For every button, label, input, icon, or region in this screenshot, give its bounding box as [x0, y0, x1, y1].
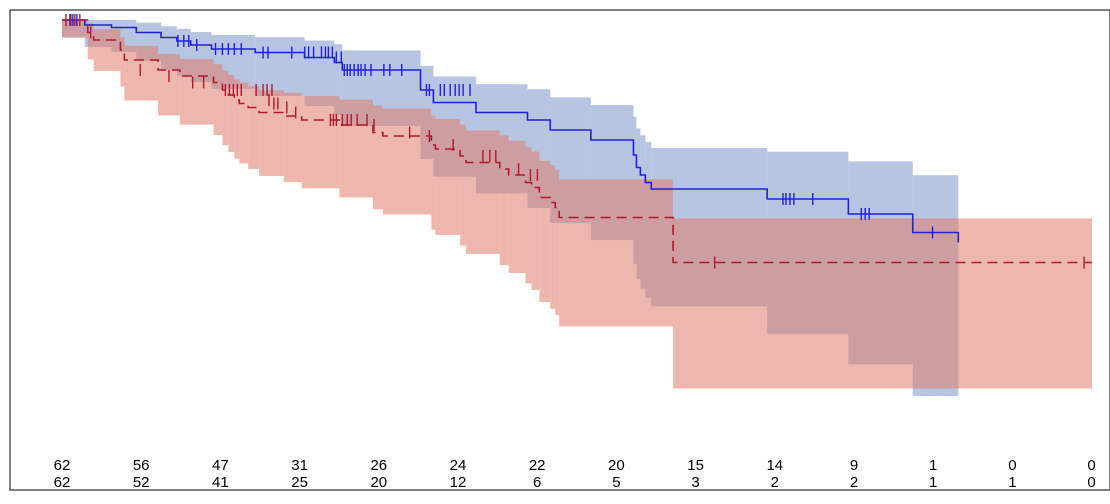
- risk-count: 47: [212, 457, 229, 474]
- risk-count: 9: [850, 457, 858, 474]
- risk-count: 2: [850, 474, 858, 491]
- risk-count: 25: [291, 474, 308, 491]
- risk-count: 22: [529, 457, 546, 474]
- risk-count: 5: [612, 474, 620, 491]
- risk-count: 3: [691, 474, 699, 491]
- confidence-band-segment: [539, 160, 551, 303]
- survival-curve-line: [62, 19, 960, 243]
- confidence-band-segment: [550, 165, 556, 309]
- risk-count: 1: [1008, 474, 1016, 491]
- confidence-band-segment: [248, 85, 260, 170]
- confidence-band-segment: [559, 179, 674, 327]
- risk-count: 31: [291, 457, 308, 474]
- confidence-band-segment: [283, 92, 302, 183]
- confidence-band-segment: [508, 140, 526, 274]
- risk-count: 2: [771, 474, 779, 491]
- risk-count: 56: [133, 457, 150, 474]
- confidence-band-segment: [304, 40, 335, 106]
- confidence-band-segment: [431, 115, 436, 230]
- risk-count: 24: [450, 457, 467, 474]
- confidence-band-segment: [466, 130, 500, 254]
- risk-count: 20: [370, 474, 387, 491]
- risk-count: 62: [54, 457, 71, 474]
- risk-count: 62: [54, 474, 71, 491]
- confidence-band-segment: [259, 90, 284, 176]
- censor-marks: [65, 14, 1085, 269]
- confidence-band-segment: [301, 96, 340, 189]
- confidence-band-segment: [222, 70, 229, 146]
- risk-count: 1: [929, 457, 937, 474]
- confidence-band-segment: [435, 118, 461, 235]
- confidence-band-segment: [555, 169, 560, 316]
- confidence-band-segment: [228, 75, 235, 153]
- risk-count: 20: [608, 457, 625, 474]
- confidence-band-segment: [372, 105, 383, 210]
- confidence-band-segment: [499, 135, 509, 266]
- risk-count: 14: [766, 457, 783, 474]
- confidence-band-segment: [87, 23, 94, 60]
- risk-count: 0: [1087, 474, 1095, 491]
- risk-count: 41: [212, 474, 229, 491]
- risk-count: 12: [450, 474, 467, 491]
- risk-count: 0: [1087, 457, 1095, 474]
- confidence-band-segment: [525, 147, 532, 284]
- risk-count: 52: [133, 474, 150, 491]
- confidence-band-segment: [460, 124, 467, 246]
- confidence-band-segment: [213, 64, 223, 136]
- confidence-band-segment: [158, 54, 180, 116]
- confidence-band-segment: [239, 82, 249, 164]
- confidence-band-segment: [334, 44, 343, 115]
- confidence-band-segment: [120, 37, 125, 87]
- risk-count: 6: [533, 474, 541, 491]
- confidence-bands: [62, 20, 1092, 397]
- confidence-band-segment: [531, 151, 540, 290]
- risk-count: 1: [929, 474, 937, 491]
- plot-frame: [9, 9, 1110, 491]
- confidence-band-segment: [673, 218, 1092, 389]
- confidence-band-segment: [234, 79, 240, 159]
- confidence-band-segment: [62, 20, 88, 38]
- risk-table: 62 56 47 31 26 24 22 20 15 14 9 1 0 062 52 41 25 20 12 6 5 3 2…: [54, 457, 1096, 491]
- confidence-band-segment: [124, 45, 159, 101]
- risk-count: 0: [1008, 457, 1016, 474]
- risk-count: 26: [370, 457, 387, 474]
- confidence-band-segment: [339, 99, 373, 198]
- confidence-band-segment: [179, 58, 214, 125]
- risk-count: 15: [687, 457, 704, 474]
- survival-curve-line: [62, 19, 1092, 264]
- confidence-band-segment: [93, 29, 121, 71]
- confidence-band-segment: [382, 108, 432, 215]
- survival-curves: [62, 19, 1092, 264]
